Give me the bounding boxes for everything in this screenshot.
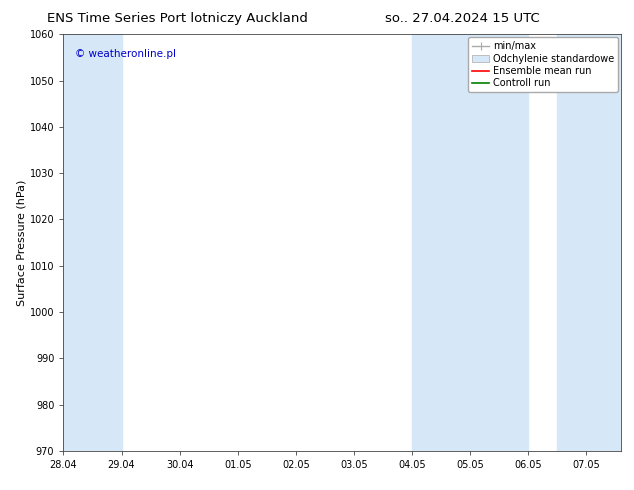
Bar [557,34,621,451]
Bar [412,34,528,451]
Text: © weatheronline.pl: © weatheronline.pl [75,49,176,59]
Y-axis label: Surface Pressure (hPa): Surface Pressure (hPa) [17,179,27,306]
Bar [63,34,122,451]
Text: so.. 27.04.2024 15 UTC: so.. 27.04.2024 15 UTC [385,12,540,25]
Legend: min/max, Odchylenie standardowe, Ensemble mean run, Controll run: min/max, Odchylenie standardowe, Ensembl… [468,37,618,92]
Text: ENS Time Series Port lotniczy Auckland: ENS Time Series Port lotniczy Auckland [47,12,308,25]
